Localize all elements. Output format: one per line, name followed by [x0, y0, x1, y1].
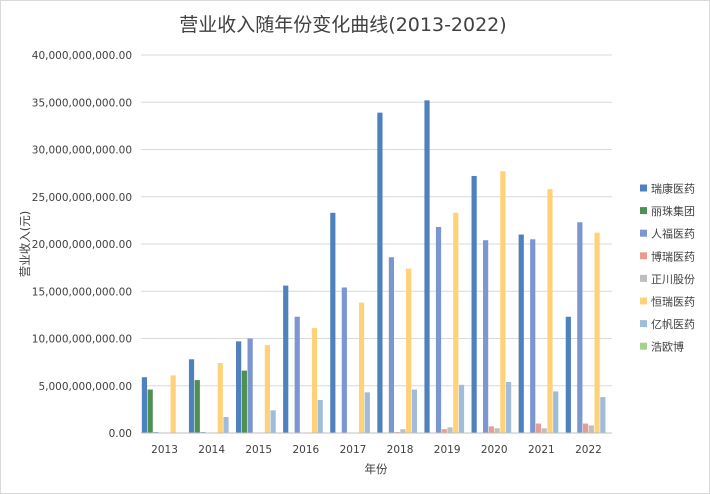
bar — [500, 171, 506, 434]
x-axis-ticks: 2013 2014 2015 2016 2017 2018 2019 2020 2021 2022 — [151, 444, 602, 456]
legend-swatch — [640, 274, 647, 282]
x-tick-label: 2022 — [575, 444, 602, 456]
bar — [411, 389, 418, 433]
bar — [588, 425, 594, 433]
bar — [483, 240, 489, 433]
x-tick-label: 2018 — [387, 444, 414, 456]
bar — [600, 397, 606, 433]
y-tick-label: 40,000,000,000.00 — [32, 50, 132, 62]
bar — [217, 363, 223, 433]
bar — [264, 345, 270, 433]
bar — [506, 381, 512, 433]
legend-swatch — [640, 207, 647, 215]
bar — [547, 189, 553, 433]
bar — [236, 341, 242, 433]
x-tick-label: 2014 — [198, 444, 225, 456]
y-tick-label: 15,000,000,000.00 — [32, 286, 132, 298]
legend-label: 浩欧博 — [651, 341, 684, 354]
legend-label: 博瑞医药 — [651, 249, 695, 263]
y-tick-label: 20,000,000,000.00 — [32, 239, 132, 251]
bar — [147, 389, 153, 433]
bar — [494, 428, 500, 433]
bar — [330, 212, 336, 433]
x-tick-label: 2013 — [151, 444, 178, 456]
y-axis-title: 营业收入(元) — [18, 211, 32, 277]
bar — [311, 328, 318, 433]
bar — [435, 226, 442, 433]
bar — [341, 287, 347, 433]
bar — [530, 239, 536, 433]
legend-label: 丽珠集团 — [651, 204, 695, 218]
x-tick-label: 2019 — [434, 444, 461, 456]
bar — [358, 302, 365, 433]
bar — [170, 375, 176, 433]
bar — [400, 429, 406, 433]
bar — [535, 423, 542, 433]
legend-label: 瑞康医药 — [651, 182, 695, 196]
bar — [406, 268, 412, 433]
legend-swatch — [640, 229, 647, 237]
x-axis-title: 年份 — [365, 462, 388, 476]
chart-title: 营业收入随年份变化曲线(2013-2022) — [179, 14, 506, 36]
bar — [453, 212, 459, 433]
bar — [377, 112, 383, 434]
bar — [424, 100, 430, 434]
bar — [447, 427, 453, 433]
bar — [283, 285, 289, 433]
y-axis-ticks: 0.00 5,000,000,000.00 10,000,000,000.00 15,… — [32, 50, 132, 440]
y-tick-label: 35,000,000,000.00 — [32, 97, 132, 109]
x-tick-label: 2016 — [292, 444, 319, 456]
legend-label: 恒瑞医药 — [651, 295, 695, 309]
bar — [518, 234, 524, 433]
bar — [141, 377, 148, 433]
y-tick-label: 25,000,000,000.00 — [32, 192, 132, 204]
x-tick-label: 2017 — [340, 444, 367, 456]
bar — [194, 380, 200, 433]
legend-swatch — [640, 320, 647, 328]
y-tick-label: 5,000,000,000.00 — [38, 381, 132, 393]
bar — [294, 316, 300, 433]
y-tick-label: 30,000,000,000.00 — [32, 145, 132, 157]
bar — [488, 426, 494, 433]
legend-label: 亿帆医药 — [651, 317, 695, 331]
bar — [270, 410, 276, 433]
bar — [553, 391, 559, 433]
bar — [188, 359, 195, 433]
bars — [141, 100, 606, 434]
legend-label: 正川股份 — [651, 273, 695, 286]
bar — [577, 222, 583, 433]
legend-swatch — [640, 184, 647, 192]
bar — [388, 257, 395, 433]
y-tick-label: 0.00 — [109, 428, 132, 440]
bar — [471, 175, 477, 433]
x-tick-label: 2015 — [245, 444, 272, 456]
bar — [541, 428, 547, 433]
gridlines — [141, 54, 612, 387]
legend-swatch — [640, 342, 647, 350]
bar — [458, 384, 465, 433]
legend-swatch — [640, 297, 647, 305]
x-tick-label: 2020 — [481, 444, 508, 456]
bar — [223, 416, 229, 433]
bar — [317, 399, 323, 433]
legend-swatch — [640, 252, 647, 260]
legend-label: 人福医药 — [651, 227, 695, 241]
x-tick-label: 2021 — [528, 444, 555, 456]
bar — [582, 423, 589, 433]
bar — [364, 392, 370, 433]
bar — [565, 316, 571, 433]
bar — [594, 232, 600, 433]
bar — [241, 370, 247, 433]
y-tick-label: 10,000,000,000.00 — [32, 334, 132, 346]
bar — [441, 429, 447, 433]
bar — [247, 338, 253, 433]
